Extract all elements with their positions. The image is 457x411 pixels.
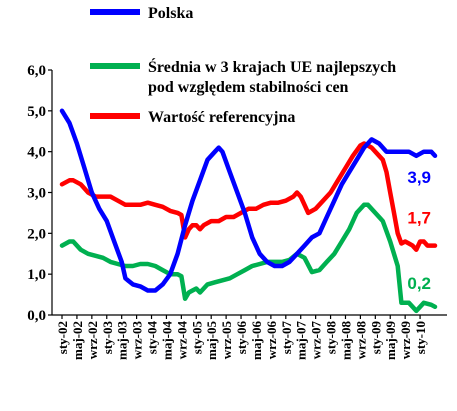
x-tick-label: maj-07 bbox=[294, 321, 309, 360]
x-tick-label: wrz-05 bbox=[219, 321, 234, 360]
legend-label-wartosc: Wartość referencyjna bbox=[148, 109, 295, 126]
x-tick-label: wrz-04 bbox=[174, 321, 189, 360]
x-tick-label: sty-09 bbox=[368, 321, 383, 355]
x-tick-label: sty-10 bbox=[413, 321, 428, 354]
x-tick-label: wrz-09 bbox=[398, 321, 413, 360]
end-label-0: 3,9 bbox=[407, 168, 431, 187]
legend-label-srednia-line1: Średnia w 3 krajach UE najlepszych bbox=[148, 57, 396, 76]
legend: Polska Średnia w 3 krajach UE najlepszyc… bbox=[90, 5, 400, 126]
x-tick-label: sty-06 bbox=[234, 321, 249, 355]
x-tick-label: maj-02 bbox=[70, 321, 85, 360]
x-tick-label: sty-04 bbox=[145, 321, 160, 355]
x-tick-label: maj-06 bbox=[249, 321, 264, 360]
x-tick-label: sty-03 bbox=[100, 321, 115, 355]
series-line-1 bbox=[59, 202, 438, 314]
x-tick-label: maj-04 bbox=[159, 321, 174, 360]
x-tick-label: maj-03 bbox=[115, 321, 130, 360]
end-label-1: 0,2 bbox=[407, 274, 431, 293]
x-tick-label: wrz-06 bbox=[264, 321, 279, 360]
x-tick-label: maj-05 bbox=[204, 321, 219, 360]
y-tick-label: 0,0 bbox=[27, 308, 46, 324]
y-tick-label: 6,0 bbox=[27, 63, 46, 79]
y-tick-label: 3,0 bbox=[27, 186, 46, 202]
x-tick-label: sty-05 bbox=[189, 321, 204, 355]
y-tick-label: 2,0 bbox=[27, 226, 46, 242]
y-tick-label: 1,0 bbox=[27, 267, 46, 283]
x-tick-label: maj-08 bbox=[338, 321, 353, 360]
x-tick-label: sty-08 bbox=[324, 321, 339, 355]
y-axis-ticks: 0,0 1,0 2,0 3,0 4,0 5,0 6,0 bbox=[27, 63, 52, 324]
x-tick-label: sty-07 bbox=[279, 321, 294, 355]
end-label-2: 1,7 bbox=[407, 209, 431, 228]
end-labels: 3,9 0,2 1,7 bbox=[407, 168, 431, 293]
y-tick-label: 4,0 bbox=[27, 145, 46, 161]
x-tick-label: wrz-08 bbox=[353, 321, 368, 360]
legend-label-srednia-line2: pod względem stabilności cen bbox=[148, 79, 349, 96]
x-tick-label: sty-02 bbox=[55, 321, 70, 354]
x-tick-label: wrz-02 bbox=[85, 321, 100, 359]
series-line-0 bbox=[59, 108, 438, 293]
y-tick-label: 5,0 bbox=[27, 104, 46, 120]
axes bbox=[51, 70, 447, 316]
legend-label-polska: Polska bbox=[148, 5, 193, 22]
x-tick-label: maj-09 bbox=[383, 321, 398, 360]
x-axis-ticks: sty-02 maj-02 wrz-02 sty-03 maj-03 wrz-03 sty-… bbox=[55, 315, 428, 360]
x-tick-label: wrz-03 bbox=[130, 321, 145, 360]
x-tick-label: wrz-07 bbox=[309, 321, 324, 360]
legend-label-srednia: Średnia w 3 krajach UE najlepszych pod w… bbox=[148, 57, 400, 96]
series-lines bbox=[59, 108, 438, 314]
series-line-2 bbox=[59, 141, 438, 252]
